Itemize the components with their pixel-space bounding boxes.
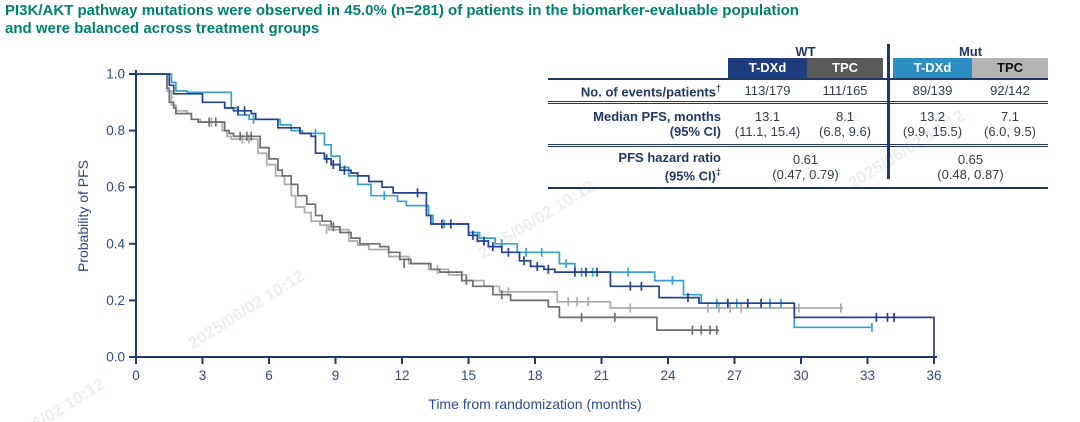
x-tick-label: 6: [265, 368, 273, 383]
x-tick-label: 12: [394, 368, 409, 383]
y-tick-label: 0.8: [106, 123, 125, 138]
arm-header-mut-tdxd: T-DXd: [893, 58, 972, 78]
events-wt-tpc: 111/165: [822, 83, 868, 98]
x-tick-label: 24: [660, 368, 676, 383]
table-row-events: No. of events/patients† 113/179 111/165 …: [548, 80, 1048, 104]
events-wt-tdxd: 113/179: [744, 83, 791, 98]
events-mut-tdxd: 89/139: [912, 83, 953, 98]
x-tick-label: 3: [199, 368, 207, 383]
table-row-hazard-ratio: PFS hazard ratio (95% CI)‡ 0.61 (0.47, 0.…: [548, 147, 1048, 189]
group-header-mut: Mut: [958, 44, 983, 59]
x-axis-title: Time from randomization (months): [428, 396, 642, 412]
x-tick-label: 33: [860, 368, 875, 383]
km-series-tpc-wt: [136, 73, 719, 335]
y-tick-label: 1.0: [106, 67, 125, 82]
km-series-tdxd-wt: [136, 73, 935, 357]
summary-table: WT Mut T-DXd TPC T-DXd TPC No. of events…: [548, 44, 1048, 189]
x-tick-label: 9: [332, 368, 340, 383]
y-tick-label: 0.6: [106, 180, 125, 195]
table-group-header-row: WT Mut: [548, 44, 1048, 59]
x-tick-label: 30: [793, 368, 808, 383]
median-mut-tdxd: 13.2 (9.9, 15.5): [902, 109, 963, 139]
x-tick-label: 21: [594, 368, 609, 383]
x-tick-label: 27: [727, 368, 742, 383]
table-arm-header-row: T-DXd TPC T-DXd TPC: [548, 58, 1048, 80]
row-label-median: Median PFS, months (95% CI): [593, 109, 721, 139]
median-wt-tdxd: 13.1 (11.1, 15.4): [734, 109, 801, 139]
events-mut-tpc: 92/142: [990, 83, 1030, 98]
y-tick-label: 0.2: [106, 293, 125, 308]
row-label-events: No. of events/patients†: [580, 83, 721, 100]
y-tick-label: 0.4: [106, 236, 125, 251]
arm-header-wt-tpc: TPC: [807, 58, 883, 78]
row-label-hazard-ratio: PFS hazard ratio (95% CI)‡: [618, 150, 721, 184]
arm-header-wt-tdxd: T-DXd: [728, 58, 807, 78]
hr-mut: 0.65 (0.48, 0.87): [937, 152, 1004, 182]
x-tick-label: 36: [926, 368, 941, 383]
x-tick-label: 15: [461, 368, 476, 383]
y-axis-title: Probability of PFS: [75, 159, 91, 273]
table-row-median: Median PFS, months (95% CI) 13.1 (11.1, 1…: [548, 104, 1048, 147]
group-header-wt: WT: [795, 44, 816, 59]
table-group-divider: [887, 44, 890, 179]
x-tick-label: 0: [132, 368, 140, 383]
x-axis-ticks: 0 3 6 9 12 15 18 21 24 27 30 33 36: [132, 357, 942, 383]
slide-title-line2: and were balanced across treatment group…: [5, 20, 320, 37]
x-tick-label: 18: [527, 368, 542, 383]
median-wt-tpc: 8.1 (6.8, 9.6): [818, 109, 872, 139]
y-axis-ticks: 0.0 0.2 0.4 0.6 0.8 1.0: [106, 67, 136, 365]
arm-header-mut-tpc: TPC: [972, 58, 1048, 78]
slide-title-line1: PI3K/AKT pathway mutations were observed…: [5, 2, 799, 19]
median-mut-tpc: 7.1 (6.0, 9.5): [983, 109, 1037, 139]
km-curve-tpc-wt: [136, 73, 719, 331]
y-tick-label: 0.0: [106, 350, 125, 365]
hr-wt: 0.61 (0.47, 0.79): [772, 152, 839, 182]
slide-title: PI3K/AKT pathway mutations were observed…: [5, 2, 865, 38]
